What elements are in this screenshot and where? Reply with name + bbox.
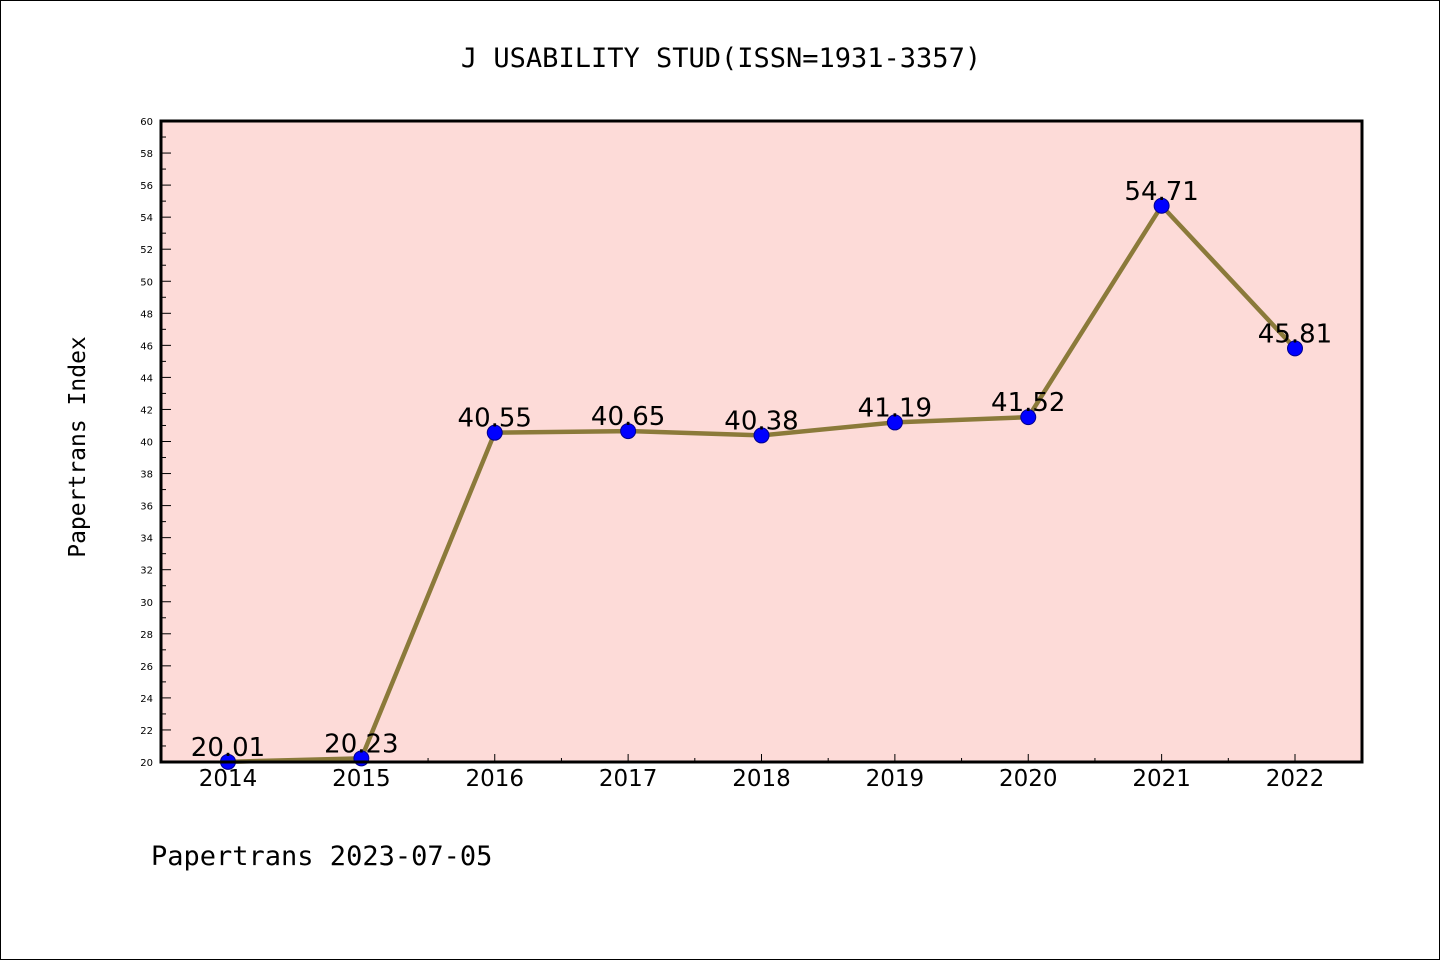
data-point-marker <box>1153 197 1170 214</box>
x-tick-label: 2019 <box>866 766 925 792</box>
data-point-marker <box>1020 409 1037 426</box>
data-point-marker <box>486 424 503 441</box>
x-tick-label: 2022 <box>1266 766 1325 792</box>
y-tick-label: 28 <box>140 630 153 641</box>
x-axis-ticks: 2014 2015 2016 2017 2018 2019 2020 2021 2022 <box>199 754 1325 792</box>
data-point-marker <box>753 427 770 444</box>
data-label: 20.01 <box>191 733 265 763</box>
data-label-layer: 20.01 20.23 40.55 40.65 40.38 41.19 41.52 54.71… <box>191 177 1332 763</box>
x-tick-label: 2014 <box>199 766 258 792</box>
plot-border <box>159 119 1364 764</box>
data-point-marker <box>1287 340 1303 357</box>
y-tick-label: 42 <box>140 405 153 416</box>
data-label: 20.23 <box>324 729 398 759</box>
y-axis-ticks: 20 22 24 26 28 30 32 34 36 38 40 42 44 46 48 50 52 54 56 58… <box>140 117 171 769</box>
y-tick-label: 54 <box>140 213 153 224</box>
x-tick-label: 2020 <box>999 766 1058 792</box>
y-tick-label: 56 <box>140 181 153 192</box>
chart-title: J USABILITY STUD(ISSN=1931-3357) <box>461 43 981 74</box>
y-tick-label: 22 <box>140 726 153 737</box>
x-tick-label: 2018 <box>732 766 791 792</box>
x-tick-label: 2016 <box>465 766 524 792</box>
y-tick-label: 20 <box>140 758 153 769</box>
x-tick-label: 2015 <box>332 766 391 792</box>
data-point-marker <box>886 414 903 431</box>
y-tick-label: 34 <box>140 534 153 545</box>
y-tick-label: 24 <box>140 694 153 705</box>
y-tick-label: 26 <box>140 662 153 673</box>
y-tick-label: 58 <box>140 149 153 160</box>
y-tick-label: 46 <box>140 341 153 352</box>
data-label: 40.65 <box>591 402 665 432</box>
data-label: 41.52 <box>991 388 1065 418</box>
y-tick-label: 50 <box>140 277 153 288</box>
data-label: 40.55 <box>458 404 532 434</box>
y-axis-label: Papertrans Index <box>65 336 91 558</box>
data-point-marker <box>620 423 637 440</box>
y-tick-label: 44 <box>140 373 153 384</box>
y-tick-label: 36 <box>140 502 153 513</box>
y-tick-label: 38 <box>140 470 153 481</box>
x-tick-label: 2017 <box>599 766 658 792</box>
y-tick-label: 40 <box>140 438 153 449</box>
data-label: 41.19 <box>858 393 932 423</box>
y-tick-label: 32 <box>140 566 153 577</box>
data-label: 45.81 <box>1258 319 1332 349</box>
y-tick-label: 52 <box>140 245 153 256</box>
footer-date-label: Papertrans 2023-07-05 <box>151 841 492 872</box>
y-tick-label: 60 <box>140 117 153 128</box>
data-label: 54.71 <box>1124 177 1198 207</box>
data-label: 40.38 <box>724 406 798 436</box>
y-tick-label: 48 <box>140 309 153 320</box>
x-tick-label: 2021 <box>1132 766 1191 792</box>
y-tick-label: 30 <box>140 598 153 609</box>
